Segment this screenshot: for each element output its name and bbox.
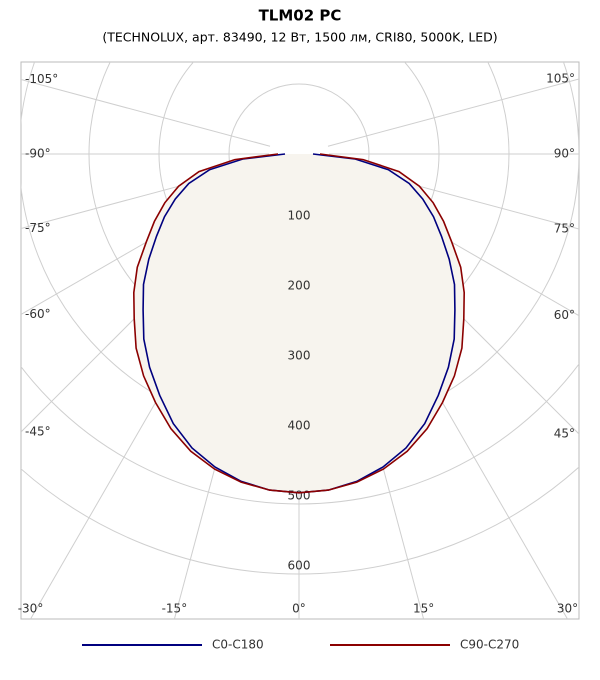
legend: C0-C180 C90-C270 — [82, 638, 519, 652]
legend-label: C0-C180 — [212, 638, 264, 652]
angle-label: 60° — [554, 308, 575, 322]
angle-label: -45° — [25, 425, 51, 439]
angle-label: -90° — [25, 147, 51, 161]
labels: -105° -90° -75° -60° -45° -30° -15° 0° 15° 30° 45°… — [18, 71, 578, 615]
chart-title: TLM02 PC — [259, 7, 342, 25]
angle-label: -15° — [162, 602, 188, 616]
angle-label: 90° — [554, 147, 575, 161]
angle-label: 30° — [557, 602, 578, 616]
chart-subtitle: (TECHNOLUX, арт. 83490, 12 Вт, 1500 лм, … — [102, 30, 497, 45]
angle-label: -30° — [18, 602, 44, 616]
r-tick-label: 400 — [288, 419, 311, 433]
angle-label: 15° — [413, 602, 434, 616]
angle-label: 105° — [546, 71, 575, 85]
angle-label: 0° — [292, 602, 306, 616]
grid-line — [327, 78, 579, 147]
angle-label: -75° — [25, 221, 51, 235]
series-line — [132, 153, 466, 494]
r-tick-label: 500 — [288, 489, 311, 503]
angle-label: 45° — [554, 427, 575, 441]
angle-label: 75° — [554, 222, 575, 236]
grid-line — [21, 79, 271, 147]
r-tick-label: 300 — [288, 349, 311, 363]
r-tick-label: 600 — [288, 559, 311, 573]
angle-label: -105° — [25, 72, 58, 86]
r-tick-label: 100 — [288, 209, 311, 223]
legend-label: C90-C270 — [460, 638, 519, 652]
plot-area: 100 200 300 400 500 600 — [21, 62, 579, 619]
curve-fill — [133, 154, 465, 493]
angle-label: -60° — [25, 307, 51, 321]
r-tick-label: 200 — [288, 279, 311, 293]
